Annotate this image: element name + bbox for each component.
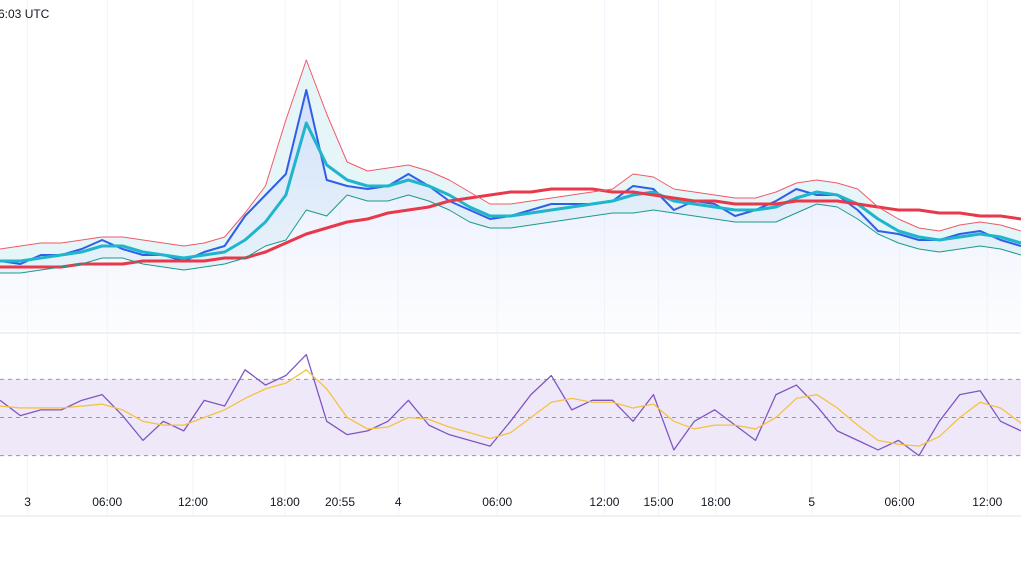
x-tick-label: 20:55 [325, 495, 355, 509]
x-tick-label: 18:00 [270, 495, 300, 509]
status-text: 6:03 UTC [0, 7, 50, 21]
x-tick-label: 3 [24, 495, 31, 509]
x-tick-label: 06:00 [482, 495, 512, 509]
x-tick-label: 5 [808, 495, 815, 509]
series-line [0, 194, 1021, 274]
series-line [0, 59, 1021, 250]
series-line [0, 187, 1021, 269]
series-line [0, 369, 1021, 447]
x-tick-label: 12:00 [589, 495, 619, 509]
x-tick-label: 12:00 [972, 495, 1002, 509]
x-tick-label: 06:00 [884, 495, 914, 509]
x-tick-label: 4 [395, 495, 402, 509]
price-area [0, 90, 1021, 330]
x-tick-label: 06:00 [92, 495, 122, 509]
x-tick-label: 15:00 [644, 495, 674, 509]
x-tick-label: 12:00 [178, 495, 208, 509]
series-line [0, 121, 1021, 263]
x-tick-label: 18:00 [701, 495, 731, 509]
